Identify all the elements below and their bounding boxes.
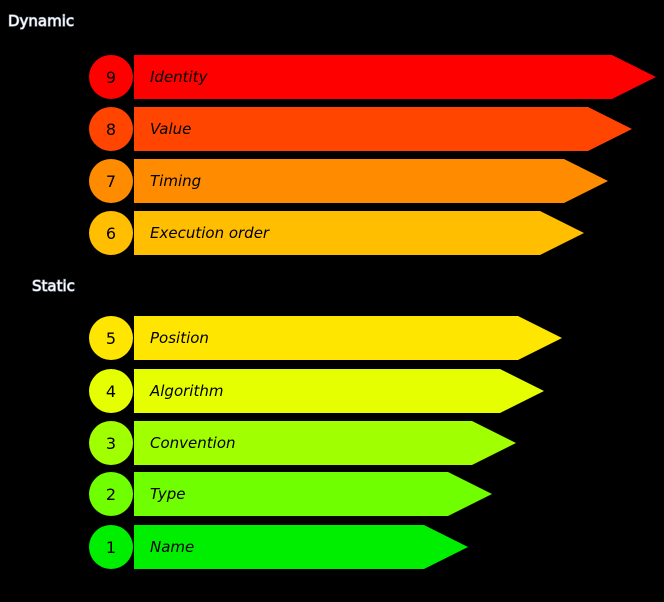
level-6-arrow-bar bbox=[134, 211, 584, 255]
level-3-row: 3 Convention bbox=[89, 421, 516, 465]
level-9-number: 9 bbox=[106, 68, 116, 87]
level-4-row: 4 Algorithm bbox=[89, 369, 544, 413]
level-1-arrow-bar bbox=[134, 525, 468, 569]
level-8-arrow-bar bbox=[134, 107, 632, 151]
level-3-number-circle bbox=[89, 421, 133, 465]
level-8-number-circle bbox=[89, 107, 133, 151]
level-7-arrow-bar bbox=[134, 159, 608, 203]
level-6-row: 6 Execution order bbox=[89, 211, 584, 255]
level-8-number: 8 bbox=[106, 120, 116, 139]
level-5-number: 5 bbox=[106, 329, 116, 348]
level-3-label: Convention bbox=[150, 434, 236, 452]
level-7-number: 7 bbox=[106, 172, 116, 191]
level-5-number-circle bbox=[89, 316, 133, 360]
level-1-row: 1 Name bbox=[89, 525, 468, 569]
level-4-number: 4 bbox=[106, 382, 116, 401]
level-2-row: 2 Type bbox=[89, 472, 492, 516]
level-1-number: 1 bbox=[106, 538, 116, 557]
level-6-number: 6 bbox=[106, 224, 116, 243]
section-label-static: Static bbox=[32, 277, 75, 295]
level-4-arrow-bar bbox=[134, 369, 544, 413]
level-7-label: Timing bbox=[150, 172, 201, 190]
level-6-label: Execution order bbox=[150, 224, 270, 242]
level-7-number-circle bbox=[89, 159, 133, 203]
level-3-arrow-bar bbox=[134, 421, 516, 465]
level-8-label: Value bbox=[150, 120, 191, 138]
level-9-label: Identity bbox=[150, 68, 209, 86]
level-2-label: Type bbox=[150, 485, 186, 503]
level-5-row: 5 Position bbox=[89, 316, 562, 360]
level-9-row: 9 Identity bbox=[89, 55, 656, 99]
level-1-number-circle bbox=[89, 525, 133, 569]
level-2-arrow-bar bbox=[134, 472, 492, 516]
level-9-number-circle bbox=[89, 55, 133, 99]
level-5-arrow-bar bbox=[134, 316, 562, 360]
level-2-number-circle bbox=[89, 472, 133, 516]
level-5-label: Position bbox=[150, 329, 209, 347]
level-4-number-circle bbox=[89, 369, 133, 413]
level-4-label: Algorithm bbox=[149, 382, 223, 400]
level-8-row: 8 Value bbox=[89, 107, 632, 151]
level-3-number: 3 bbox=[106, 434, 116, 453]
level-7-row: 7 Timing bbox=[89, 159, 608, 203]
level-1-label: Name bbox=[150, 538, 194, 556]
level-2-number: 2 bbox=[106, 485, 116, 504]
level-6-number-circle bbox=[89, 211, 133, 255]
level-9-arrow-bar bbox=[134, 55, 656, 99]
section-label-dynamic: Dynamic bbox=[8, 12, 74, 30]
